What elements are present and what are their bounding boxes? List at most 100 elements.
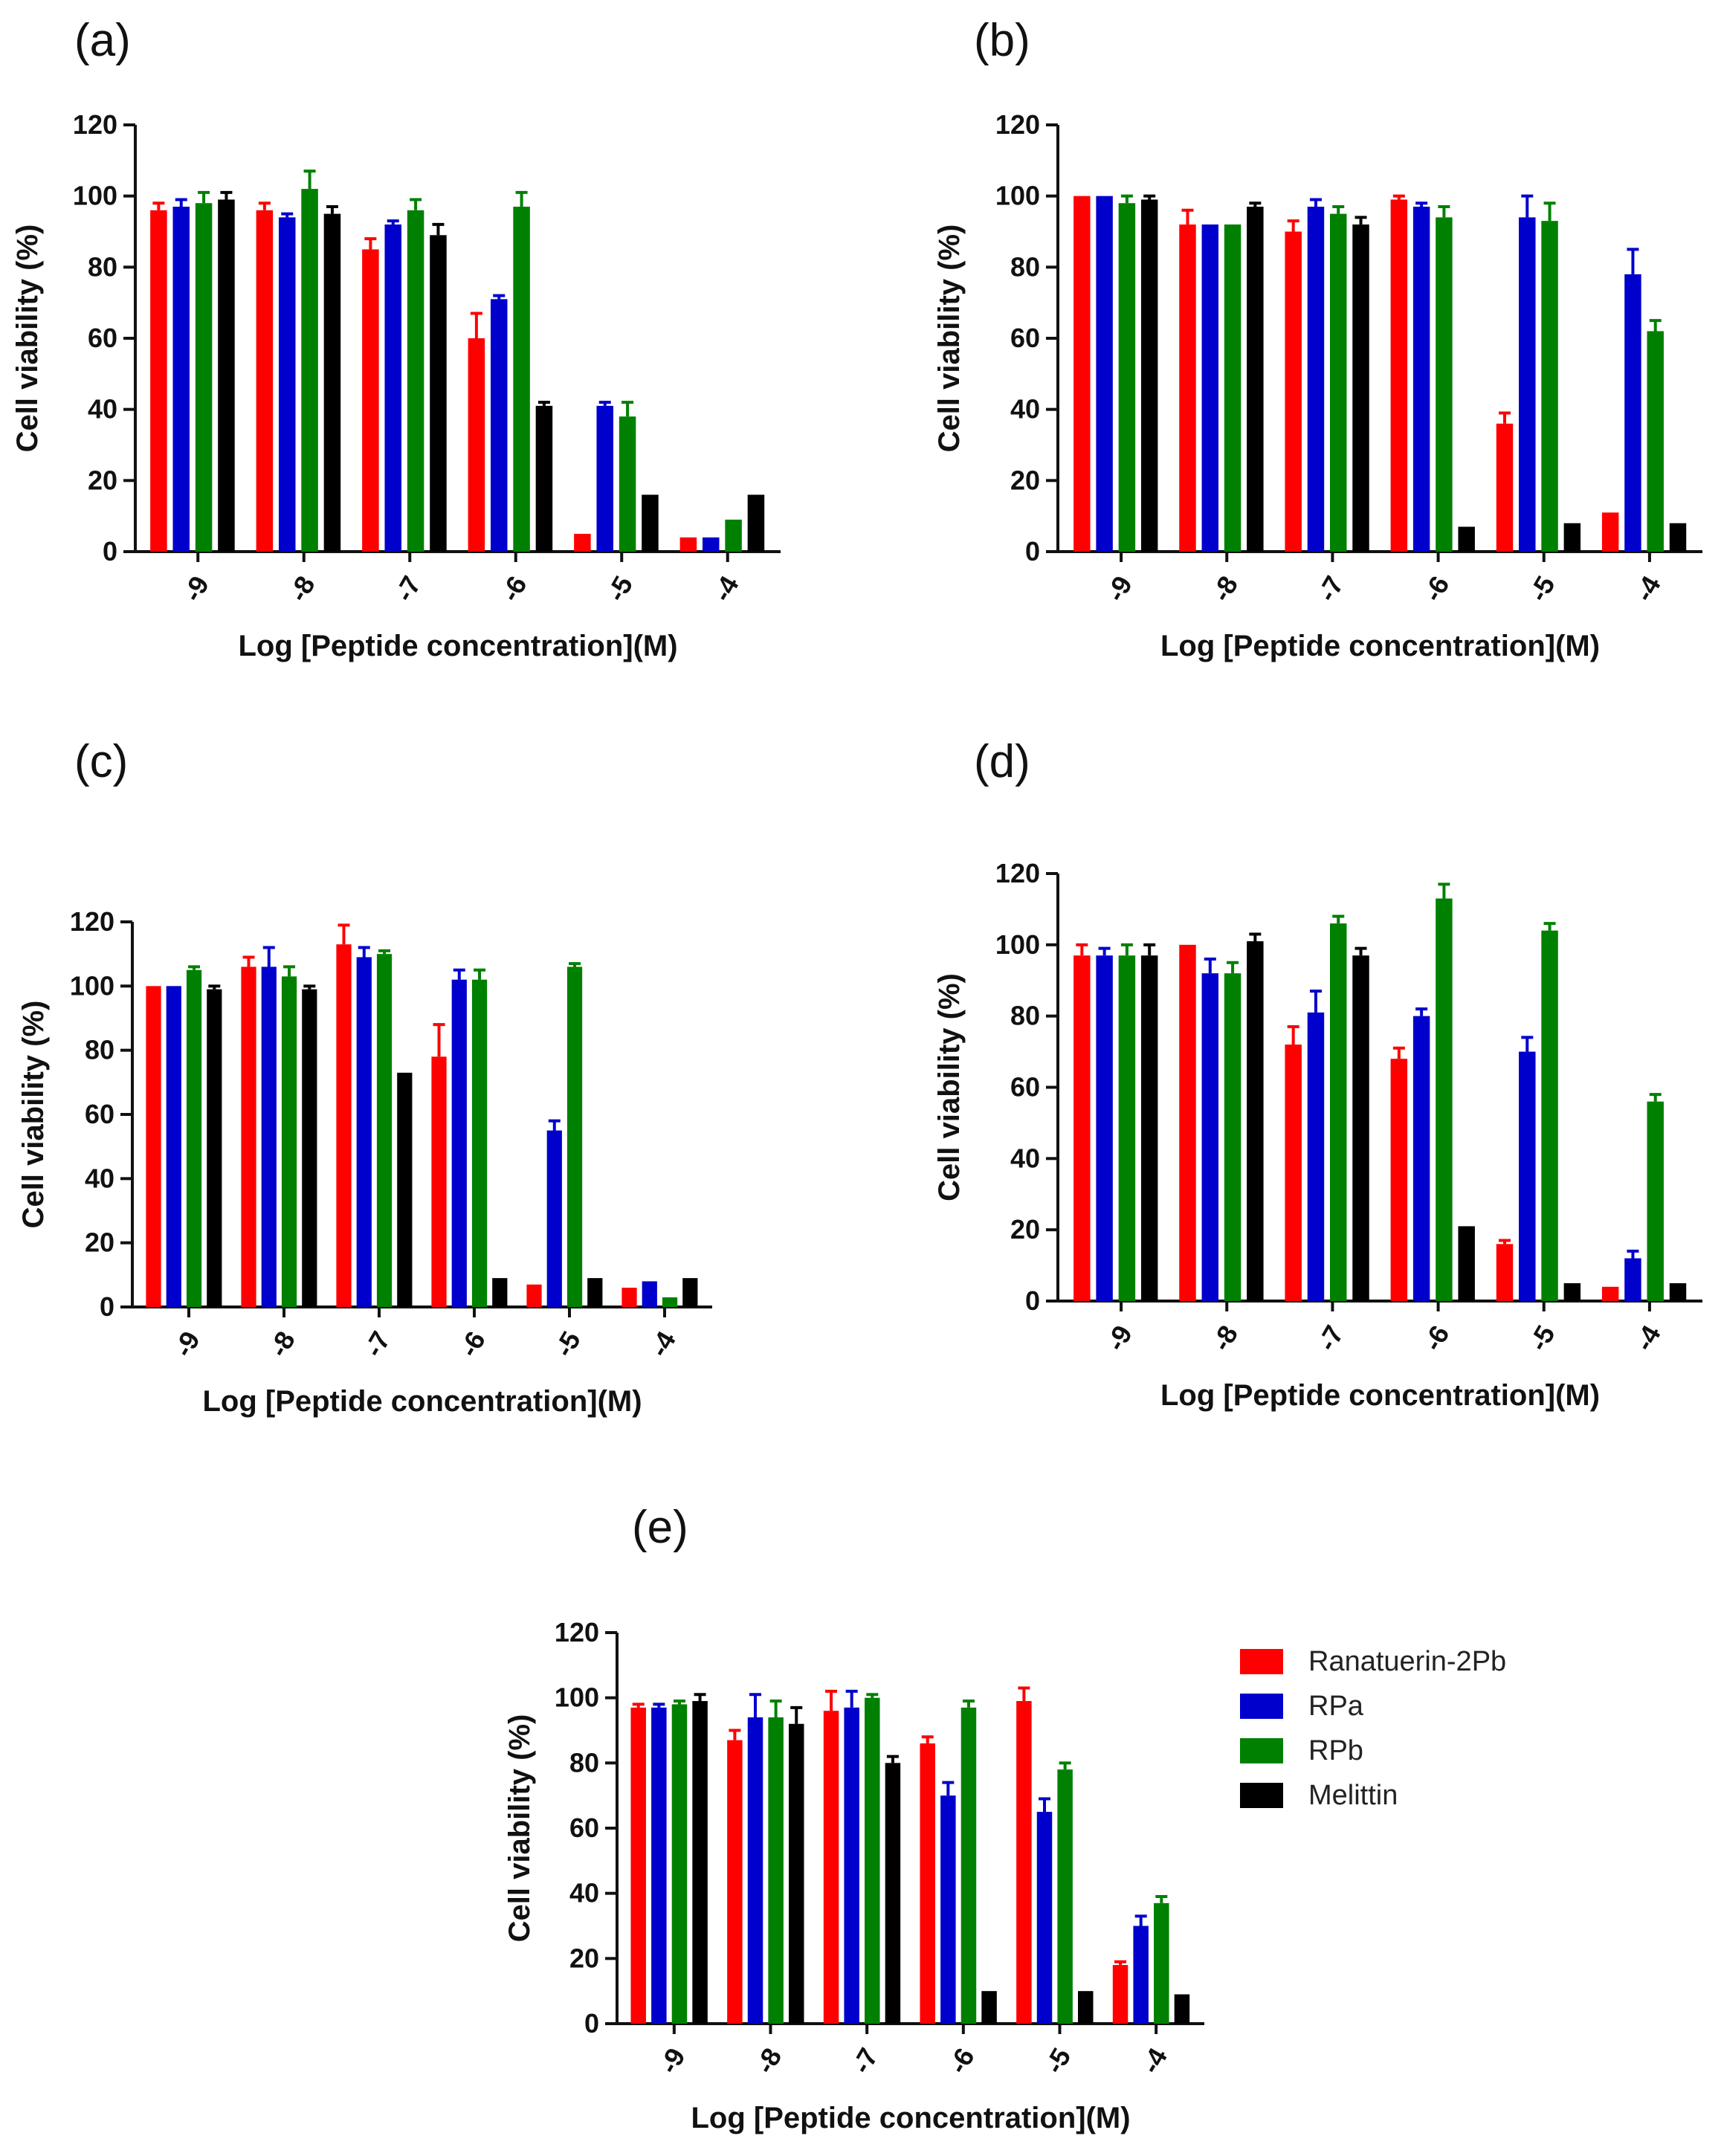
bar-rpa (384, 224, 401, 552)
x-tick-label: -6 (494, 571, 533, 607)
legend-item-melittin: Melittin (1240, 1780, 1398, 1811)
bar-ranatuerin-2pb (679, 537, 697, 552)
bar-rpb (471, 979, 488, 1307)
bar-ranatuerin-2pb (574, 534, 591, 552)
bar-rpb (1118, 203, 1136, 552)
chart-panel: (a) 0 20 40 60 80 100 120 -9 -8 -7 -6 -5 -4 Log [Pepti… (11, 15, 781, 662)
bar-ranatuerin-2pb (1496, 1244, 1514, 1301)
y-tick-label: 40 (88, 394, 117, 425)
bar-rpb (1224, 973, 1241, 1301)
bar-rpb (1154, 1902, 1169, 2024)
bar-ranatuerin-2pb (1390, 199, 1408, 552)
y-tick-label: 100 (70, 970, 114, 1001)
bar-ranatuerin-2pb (1073, 196, 1091, 552)
bar-rpa (642, 1281, 657, 1307)
bar-rpb (1224, 224, 1241, 552)
legend-label-ranatuerin-2pb: Ranatuerin-2Pb (1308, 1646, 1506, 1677)
y-axis-title: Cell viability (%) (503, 1714, 536, 1943)
y-axis-title: Cell viability (%) (17, 1001, 50, 1229)
bar-rpb (619, 416, 636, 552)
bar-rpa (166, 986, 181, 1307)
x-tick-label: -7 (1311, 1320, 1350, 1356)
bar-ranatuerin-2pb (256, 210, 274, 552)
x-axis-title: Log [Peptide concentration](M) (1160, 1379, 1600, 1412)
legend-label-rpa: RPa (1308, 1691, 1364, 1722)
chart-panel: (b) 0 20 40 60 80 100 120 -9 -8 -7 -6 -5 -4 Log [Pepti… (933, 15, 1702, 662)
bar-rpa (261, 966, 277, 1307)
bar-ranatuerin-2pb (1496, 423, 1514, 552)
y-tick-label: 60 (88, 323, 117, 353)
y-tick-label: 100 (995, 181, 1040, 211)
y-tick-label: 20 (88, 465, 117, 495)
bar-ranatuerin-2pb (1285, 1045, 1302, 1301)
bar-rpb (281, 976, 297, 1307)
chart-panel: (d) 0 20 40 60 80 100 120 -9 -8 -7 -6 -5 -4 Log [Pepti… (933, 736, 1702, 1412)
bar-rpa (747, 1717, 763, 2024)
bar-ranatuerin-2pb (1112, 1965, 1129, 2024)
bar-rpa (844, 1707, 859, 2024)
bar-melittin (323, 213, 341, 552)
bar-ranatuerin-2pb (362, 249, 379, 552)
x-tick-label: -5 (601, 571, 639, 607)
bar-melittin (885, 1763, 901, 2024)
bar-rpb (1541, 221, 1558, 552)
bar-rpa (1624, 1258, 1641, 1301)
bar-ranatuerin-2pb (1179, 224, 1196, 552)
x-tick-label: -8 (1206, 571, 1244, 607)
bar-melittin (1247, 207, 1264, 552)
bar-rpa (1201, 973, 1219, 1301)
bar-melittin (1563, 523, 1581, 552)
bar-ranatuerin-2pb (241, 966, 256, 1307)
bar-rpa (1133, 1926, 1149, 2024)
bar-ranatuerin-2pb (431, 1056, 447, 1307)
x-tick-label: -7 (1311, 571, 1350, 607)
bar-ranatuerin-2pb (630, 1707, 646, 2024)
bar-melittin (1140, 199, 1158, 552)
bar-melittin (587, 1278, 603, 1307)
bar-rpa (596, 405, 613, 552)
bar-ranatuerin-2pb (1601, 1286, 1619, 1301)
bar-ranatuerin-2pb (621, 1288, 637, 1307)
y-tick-label: 0 (1025, 536, 1040, 567)
bar-rpa (940, 1795, 956, 2024)
panel-label: (a) (74, 15, 131, 66)
y-tick-label: 60 (85, 1099, 114, 1129)
legend-swatch-ranatuerin-2pb (1240, 1649, 1283, 1674)
bar-rpb (671, 1704, 688, 2024)
y-tick-label: 20 (1010, 1214, 1040, 1245)
bar-rpa (702, 537, 720, 552)
bar-rpb (1057, 1769, 1073, 2024)
bar-melittin (207, 989, 222, 1307)
x-tick-label: -5 (548, 1326, 587, 1362)
bar-rpa (172, 207, 190, 552)
x-tick-label: -8 (1206, 1320, 1244, 1356)
bar-rpa (1519, 1051, 1536, 1301)
bar-ranatuerin-2pb (526, 1284, 542, 1307)
bar-rpb (1118, 955, 1136, 1301)
bar-ranatuerin-2pb (727, 1740, 743, 2024)
x-tick-label: -4 (1135, 2043, 1174, 2079)
bar-ranatuerin-2pb (1016, 1701, 1032, 2024)
bar-melittin (535, 405, 553, 552)
x-tick-label: -5 (1523, 1320, 1561, 1356)
x-axis-title: Log [Peptide concentration](M) (691, 2102, 1130, 2134)
bar-rpb (376, 954, 393, 1307)
x-tick-label: -8 (749, 2043, 788, 2079)
bar-rpb (195, 203, 213, 552)
bar-rpb (1436, 898, 1453, 1301)
bar-rpb (513, 207, 530, 552)
x-tick-label: -6 (1417, 1320, 1456, 1356)
legend: Ranatuerin-2Pb RPa RPb Melittin (1240, 1646, 1506, 1811)
x-tick-label: -4 (706, 571, 745, 607)
bar-ranatuerin-2pb (1285, 231, 1302, 552)
bar-melittin (1563, 1283, 1581, 1301)
bar-melittin (981, 1991, 997, 2024)
bar-rpa (1307, 207, 1325, 552)
y-tick-label: 120 (70, 906, 114, 937)
x-tick-label: -6 (453, 1326, 491, 1362)
bar-rpb (725, 519, 742, 552)
y-tick-label: 40 (85, 1163, 114, 1193)
